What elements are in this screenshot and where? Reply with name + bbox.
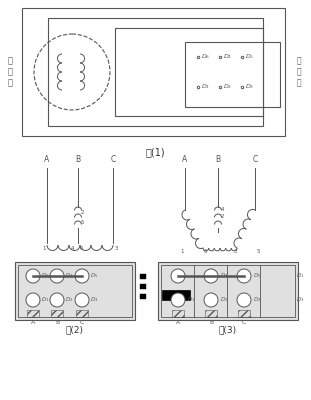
- Text: 接
线
板: 接 线 板: [297, 56, 301, 88]
- Bar: [185, 42, 280, 107]
- Bar: [205, 310, 217, 317]
- Text: B: B: [76, 155, 81, 164]
- Text: A: A: [182, 155, 188, 164]
- Text: 图(1): 图(1): [145, 147, 165, 157]
- Text: $D_4$: $D_4$: [65, 272, 73, 280]
- Text: $D_2$: $D_2$: [220, 296, 228, 304]
- Text: $D_5$: $D_5$: [245, 52, 254, 62]
- Text: $D_5$: $D_5$: [90, 272, 98, 280]
- Circle shape: [204, 269, 218, 283]
- Text: B: B: [216, 155, 220, 164]
- Bar: [140, 294, 146, 299]
- Text: 1: 1: [42, 246, 46, 251]
- Circle shape: [75, 269, 89, 283]
- Text: 3: 3: [114, 246, 118, 251]
- Text: A: A: [44, 155, 50, 164]
- Bar: [48, 18, 263, 126]
- Text: $D_4$: $D_4$: [223, 52, 232, 62]
- Bar: [172, 310, 184, 317]
- Text: $D_1$: $D_1$: [187, 296, 195, 304]
- Bar: [115, 28, 263, 116]
- Circle shape: [50, 269, 64, 283]
- Text: C: C: [110, 155, 116, 164]
- Bar: [238, 310, 250, 317]
- Text: 2: 2: [81, 210, 85, 214]
- Bar: [161, 265, 295, 317]
- Text: 2: 2: [221, 214, 225, 219]
- Text: $D_3$: $D_3$: [296, 296, 304, 304]
- Bar: [22, 8, 285, 136]
- Text: $D_2$: $D_2$: [65, 296, 73, 304]
- Text: B: B: [209, 320, 213, 324]
- Circle shape: [26, 269, 40, 283]
- Text: 图(2): 图(2): [66, 326, 84, 334]
- Bar: [18, 265, 132, 317]
- Text: $D_3$: $D_3$: [253, 296, 261, 304]
- Text: A: A: [31, 320, 35, 324]
- Text: $D_1$: $D_1$: [41, 296, 49, 304]
- Text: C: C: [252, 155, 258, 164]
- Circle shape: [237, 269, 251, 283]
- Text: $D_6$: $D_6$: [201, 52, 210, 62]
- Bar: [162, 290, 190, 300]
- Text: $D_4$: $D_4$: [220, 272, 229, 280]
- Text: 6: 6: [203, 249, 207, 254]
- Text: B: B: [55, 320, 59, 324]
- Text: 5: 5: [81, 220, 85, 224]
- Text: 5: 5: [256, 249, 260, 254]
- Circle shape: [171, 293, 185, 307]
- Text: $D_3$: $D_3$: [245, 82, 254, 92]
- Text: 图(3): 图(3): [219, 326, 237, 334]
- Text: $D_1$: $D_1$: [201, 82, 210, 92]
- Text: 6: 6: [79, 246, 83, 251]
- Text: C: C: [80, 320, 84, 324]
- Text: A: A: [176, 320, 180, 324]
- Text: 电
动
机: 电 动 机: [7, 56, 12, 88]
- Circle shape: [75, 293, 89, 307]
- Circle shape: [171, 269, 185, 283]
- Bar: [140, 274, 146, 279]
- Text: 1: 1: [180, 249, 184, 254]
- Text: $D_5$: $D_5$: [253, 272, 261, 280]
- Text: C: C: [242, 320, 246, 324]
- Circle shape: [26, 293, 40, 307]
- Circle shape: [50, 293, 64, 307]
- Text: 4: 4: [70, 246, 74, 251]
- Text: $D_1$: $D_1$: [296, 272, 304, 280]
- Text: 4: 4: [221, 207, 225, 212]
- Text: 3: 3: [233, 249, 237, 254]
- Text: $D_6$: $D_6$: [41, 272, 49, 280]
- Bar: [15, 262, 135, 320]
- Circle shape: [237, 293, 251, 307]
- Bar: [140, 284, 146, 289]
- Bar: [51, 310, 63, 317]
- Circle shape: [204, 293, 218, 307]
- Text: $D_3$: $D_3$: [90, 296, 98, 304]
- Bar: [27, 310, 39, 317]
- Text: $D_2$: $D_2$: [223, 82, 232, 92]
- Bar: [76, 310, 88, 317]
- Bar: [158, 262, 298, 320]
